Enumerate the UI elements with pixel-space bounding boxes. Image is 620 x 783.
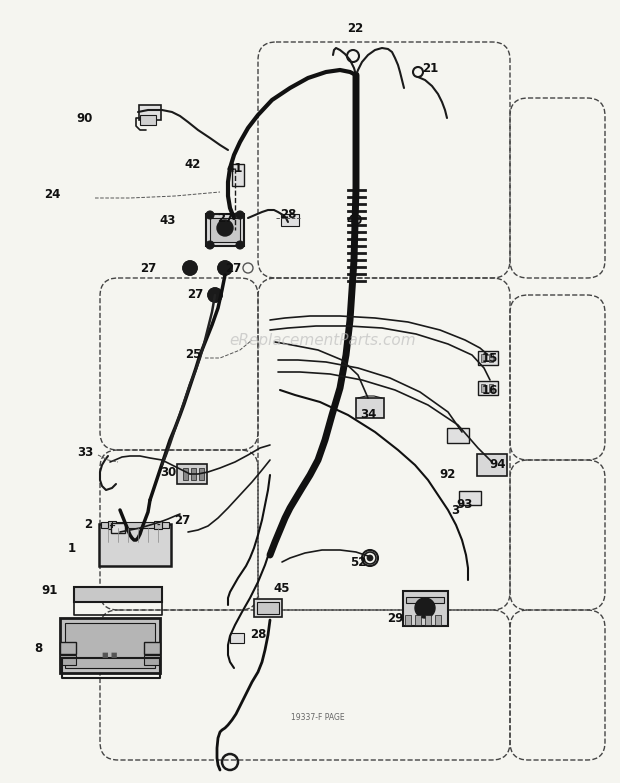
Bar xyxy=(406,597,444,603)
Text: 22: 22 xyxy=(347,21,363,34)
Bar xyxy=(447,428,469,442)
Text: 3: 3 xyxy=(451,503,459,517)
Circle shape xyxy=(218,261,232,275)
Bar xyxy=(65,622,155,667)
Bar xyxy=(182,468,187,480)
Bar xyxy=(477,454,507,476)
Circle shape xyxy=(222,225,228,231)
Circle shape xyxy=(367,555,373,561)
Circle shape xyxy=(206,211,214,219)
Text: 33: 33 xyxy=(77,446,93,459)
Bar xyxy=(206,214,244,246)
Bar xyxy=(257,602,279,614)
Text: 16: 16 xyxy=(482,384,498,396)
Bar xyxy=(481,354,485,362)
Text: 27: 27 xyxy=(187,288,203,301)
Text: 94: 94 xyxy=(490,459,507,471)
Bar xyxy=(356,398,384,418)
Text: 8: 8 xyxy=(34,641,42,655)
Circle shape xyxy=(217,220,233,236)
Text: 28: 28 xyxy=(250,629,266,641)
Text: 19337-F PAGE: 19337-F PAGE xyxy=(291,713,345,723)
Text: 29: 29 xyxy=(387,612,403,625)
Bar xyxy=(108,521,116,529)
Text: 2: 2 xyxy=(84,518,92,532)
Bar xyxy=(111,523,125,533)
Text: 27: 27 xyxy=(174,514,190,526)
Bar xyxy=(425,615,431,625)
Bar xyxy=(254,599,282,617)
Text: 27: 27 xyxy=(140,262,156,275)
Circle shape xyxy=(183,261,197,275)
Bar xyxy=(60,655,76,665)
Text: 30: 30 xyxy=(160,466,176,478)
Text: +: + xyxy=(108,521,115,529)
Text: 28: 28 xyxy=(280,208,296,222)
Text: 15: 15 xyxy=(482,352,498,365)
Bar xyxy=(60,642,76,654)
Bar xyxy=(478,351,498,365)
Circle shape xyxy=(415,598,435,618)
Text: 45: 45 xyxy=(274,582,290,594)
Circle shape xyxy=(236,211,244,219)
Circle shape xyxy=(206,241,214,249)
Circle shape xyxy=(236,241,244,249)
Bar xyxy=(489,384,493,392)
Bar xyxy=(481,384,485,392)
Text: 27: 27 xyxy=(225,262,241,275)
Text: ■ ■: ■ ■ xyxy=(102,652,118,658)
Bar xyxy=(232,164,244,186)
Text: 91: 91 xyxy=(42,583,58,597)
Bar xyxy=(144,655,160,665)
Bar xyxy=(459,491,481,505)
Text: 42: 42 xyxy=(185,158,201,171)
Text: 34: 34 xyxy=(360,409,376,421)
Text: 90: 90 xyxy=(77,111,93,124)
Bar xyxy=(489,354,493,362)
Text: 92: 92 xyxy=(440,468,456,482)
Circle shape xyxy=(187,265,193,271)
Circle shape xyxy=(222,265,228,271)
Bar xyxy=(154,521,162,529)
Circle shape xyxy=(212,292,218,298)
Bar xyxy=(177,464,207,484)
Text: 93: 93 xyxy=(457,499,473,511)
Text: 25: 25 xyxy=(185,348,201,362)
Bar xyxy=(281,214,299,226)
Text: 27: 27 xyxy=(217,211,233,225)
Bar xyxy=(190,468,195,480)
Text: 52: 52 xyxy=(350,555,366,568)
Bar xyxy=(415,615,421,625)
Bar xyxy=(405,615,411,625)
Text: 41: 41 xyxy=(227,161,243,175)
Bar xyxy=(210,218,240,242)
Text: -: - xyxy=(156,521,160,529)
Bar xyxy=(60,618,160,673)
Text: 43: 43 xyxy=(160,214,176,226)
Bar xyxy=(101,522,169,528)
Bar xyxy=(139,104,161,120)
Bar xyxy=(99,524,171,566)
Bar xyxy=(478,381,498,395)
Circle shape xyxy=(208,288,222,302)
Bar xyxy=(74,586,162,601)
Text: 40: 40 xyxy=(347,214,363,226)
Bar xyxy=(144,642,160,654)
Text: eReplacementParts.com: eReplacementParts.com xyxy=(229,333,416,348)
Bar xyxy=(198,468,203,480)
Text: 21: 21 xyxy=(422,62,438,74)
Bar xyxy=(230,633,244,643)
Bar xyxy=(402,590,448,626)
Bar xyxy=(435,615,441,625)
Text: 24: 24 xyxy=(44,189,60,201)
Circle shape xyxy=(420,603,430,613)
Text: 1: 1 xyxy=(68,542,76,554)
Bar xyxy=(140,115,156,125)
